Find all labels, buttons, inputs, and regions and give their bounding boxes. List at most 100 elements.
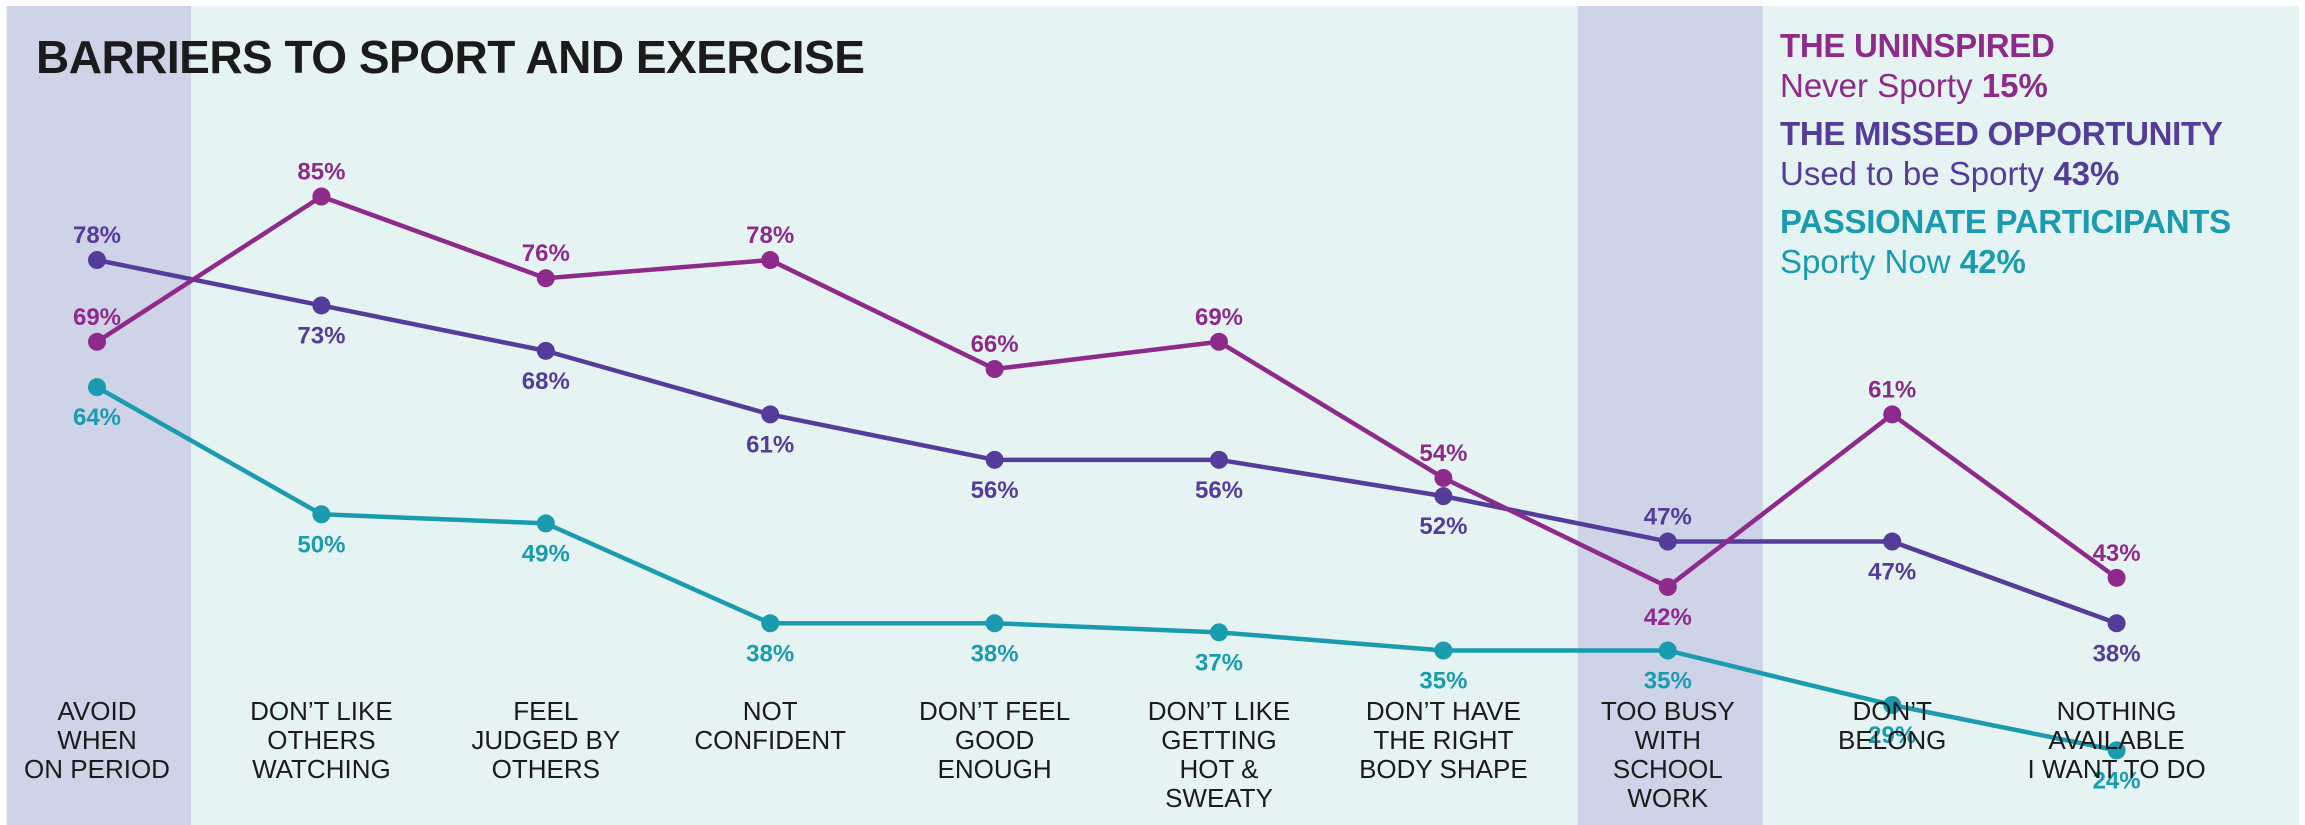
data-label: 38% bbox=[2093, 640, 2141, 667]
data-point bbox=[88, 251, 106, 270]
data-point bbox=[761, 251, 780, 270]
data-label: 69% bbox=[73, 304, 121, 331]
series-line bbox=[95, 385, 2118, 753]
data-point bbox=[1658, 641, 1677, 660]
legend-item-missed-opportunity: THE MISSED OPPORTUNITY Used to be Sporty… bbox=[1780, 114, 2231, 194]
data-label: 56% bbox=[1195, 477, 1243, 504]
data-label: 47% bbox=[1644, 504, 1692, 531]
legend-sub: Never Sporty 15% bbox=[1780, 66, 2231, 106]
data-point bbox=[1883, 695, 1902, 714]
category-label-line: WORK bbox=[1627, 783, 1709, 813]
category-label-line: AVAILABLE bbox=[2048, 725, 2184, 755]
category-label-line: HOT & bbox=[1180, 754, 1259, 784]
legend-name: THE MISSED OPPORTUNITY bbox=[1780, 115, 2223, 152]
data-point bbox=[1434, 641, 1453, 660]
data-label: 47% bbox=[1868, 559, 1916, 586]
category-label-line: NOT bbox=[743, 696, 798, 726]
category-label-line: DON’T LIKE bbox=[250, 696, 393, 726]
data-label: 35% bbox=[1644, 668, 1692, 695]
data-label: 43% bbox=[2093, 540, 2141, 567]
category-label-line: ON PERIOD bbox=[24, 754, 170, 784]
category-label-line: GETTING bbox=[1161, 725, 1277, 755]
data-label: 69% bbox=[1195, 304, 1243, 331]
category-label: NOT CONFIDENT bbox=[694, 696, 846, 755]
category-label: DON’T LIKE GETTING HOT & SWEATY bbox=[1148, 696, 1291, 813]
data-label: 50% bbox=[297, 531, 345, 558]
data-point bbox=[312, 296, 331, 315]
category-label: DON’T HAVE THE RIGHT BODY SHAPE bbox=[1359, 696, 1528, 784]
category-label-line: SCHOOL bbox=[1613, 754, 1723, 784]
data-point bbox=[312, 187, 331, 206]
category-label-line: ENOUGH bbox=[938, 754, 1052, 784]
data-point bbox=[1210, 450, 1228, 469]
data-point bbox=[88, 378, 106, 397]
category-label-line: DON’T LIKE bbox=[1148, 696, 1291, 726]
data-label: 64% bbox=[73, 404, 121, 431]
data-label: 42% bbox=[1644, 604, 1692, 631]
data-label: 73% bbox=[297, 322, 345, 349]
highlight-band bbox=[1577, 6, 1763, 825]
data-point bbox=[1434, 487, 1453, 506]
series-line bbox=[96, 257, 2118, 626]
category-label: DON’T BELONG bbox=[1838, 696, 1946, 755]
data-point bbox=[536, 514, 555, 533]
data-label: 37% bbox=[1195, 649, 1243, 676]
category-label-line: THE RIGHT bbox=[1373, 725, 1513, 755]
category-label-line: DON’T FEEL bbox=[919, 696, 1070, 726]
category-label: AVOID WHEN ON PERIOD bbox=[24, 696, 170, 784]
data-label: 66% bbox=[971, 331, 1019, 358]
category-label-line: BODY SHAPE bbox=[1359, 754, 1528, 784]
data-point bbox=[985, 360, 1004, 379]
legend-name: THE UNINSPIRED bbox=[1780, 27, 2055, 64]
category-label-line: FEEL bbox=[513, 696, 578, 726]
category-label-line: TOO BUSY bbox=[1601, 696, 1735, 726]
data-label: 49% bbox=[522, 540, 570, 567]
category-label-line: DON’T HAVE bbox=[1366, 696, 1521, 726]
data-point bbox=[761, 614, 780, 633]
legend-sub-text: Never Sporty bbox=[1780, 67, 1973, 104]
data-label: 52% bbox=[1419, 513, 1467, 540]
data-label: 78% bbox=[73, 222, 121, 249]
chart-title: BARRIERS TO SPORT AND EXERCISE bbox=[36, 31, 865, 83]
data-point bbox=[1658, 577, 1677, 596]
legend: THE UNINSPIRED Never Sporty 15% THE MISS… bbox=[1780, 26, 2231, 290]
data-point bbox=[1883, 405, 1902, 424]
data-label: 29% bbox=[1868, 722, 1916, 749]
legend-sub-text: Sporty Now bbox=[1780, 243, 1951, 280]
data-point bbox=[536, 341, 555, 360]
category-label: DON’T LIKE OTHERS WATCHING bbox=[250, 696, 393, 784]
data-label: 54% bbox=[1419, 440, 1467, 467]
legend-pct: 42% bbox=[1959, 243, 2026, 280]
data-point bbox=[2107, 568, 2126, 587]
data-point bbox=[1658, 532, 1677, 551]
category-label-line: OTHERS bbox=[492, 754, 600, 784]
legend-item-uninspired: THE UNINSPIRED Never Sporty 15% bbox=[1780, 26, 2231, 106]
data-label: 68% bbox=[522, 368, 570, 395]
data-label: 78% bbox=[746, 222, 794, 249]
data-point bbox=[1210, 623, 1228, 642]
legend-pct: 15% bbox=[1981, 67, 2048, 104]
data-label: 35% bbox=[1419, 668, 1467, 695]
data-label: 61% bbox=[1868, 376, 1916, 403]
legend-pct: 43% bbox=[2053, 155, 2120, 192]
category-label-line: WHEN bbox=[57, 725, 136, 755]
data-label: 76% bbox=[522, 240, 570, 267]
category-label: FEEL JUDGED BY OTHERS bbox=[471, 696, 620, 784]
category-label-line: CONFIDENT bbox=[694, 725, 846, 755]
data-point bbox=[1883, 532, 1902, 551]
legend-sub: Sporty Now 42% bbox=[1780, 242, 2231, 282]
data-point bbox=[985, 614, 1004, 633]
data-point bbox=[536, 269, 555, 288]
data-label: 24% bbox=[2093, 767, 2141, 794]
legend-item-passionate-participants: PASSIONATE PARTICIPANTS Sporty Now 42% bbox=[1780, 202, 2231, 282]
data-label: 38% bbox=[971, 640, 1019, 667]
data-point bbox=[1210, 332, 1228, 351]
category-label-line: AVOID bbox=[58, 696, 137, 726]
category-label-line: SWEATY bbox=[1165, 783, 1273, 813]
category-label-line: GOOD bbox=[955, 725, 1034, 755]
category-label-line: JUDGED BY bbox=[471, 725, 620, 755]
category-label: TOO BUSY WITH SCHOOL WORK bbox=[1601, 696, 1735, 813]
category-label-line: BELONG bbox=[1838, 725, 1946, 755]
data-point bbox=[1434, 468, 1453, 487]
